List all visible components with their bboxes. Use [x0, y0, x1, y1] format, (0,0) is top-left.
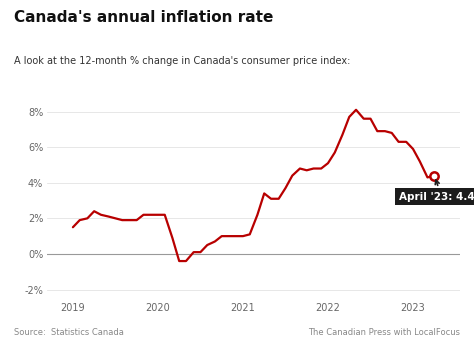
Text: April '23: 4.4%: April '23: 4.4% [399, 180, 474, 202]
Text: Canada's annual inflation rate: Canada's annual inflation rate [14, 10, 273, 25]
Text: The Canadian Press with LocalFocus: The Canadian Press with LocalFocus [308, 328, 460, 337]
Text: Source:  Statistics Canada: Source: Statistics Canada [14, 328, 124, 337]
Text: A look at the 12-month % change in Canada's consumer price index:: A look at the 12-month % change in Canad… [14, 56, 351, 66]
